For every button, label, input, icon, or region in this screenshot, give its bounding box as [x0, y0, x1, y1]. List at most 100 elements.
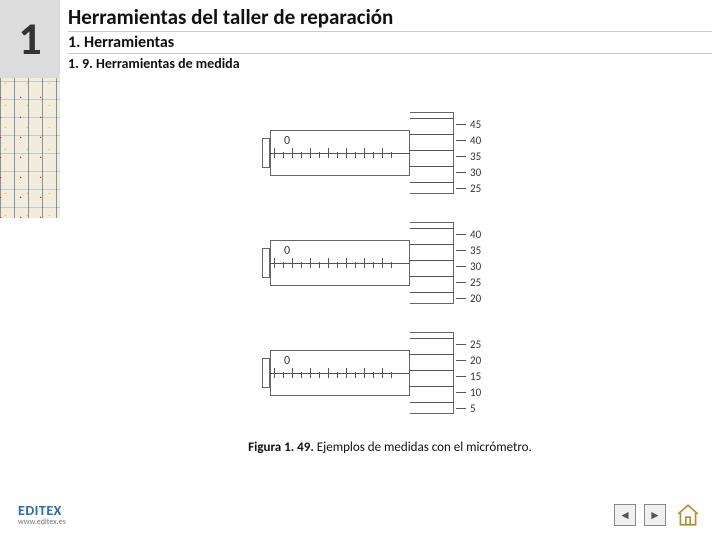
- thimble-tick: [456, 124, 466, 125]
- sleeve-tick: [337, 372, 338, 378]
- sleeve-tick: [292, 258, 293, 268]
- thimble-grad-line: [410, 338, 454, 339]
- thimble-grad-line: [410, 244, 454, 245]
- sleeve-tick: [310, 258, 311, 268]
- thimble-grad-line: [410, 292, 454, 293]
- thimble-tick-row: 20: [456, 292, 496, 305]
- thimble-grad-line: [410, 150, 454, 151]
- thimble-grad-line: [410, 260, 454, 261]
- sleeve-tick: [355, 262, 356, 268]
- thimble-scale: 25 20 15 10 5: [456, 332, 492, 414]
- thimble-tick: [456, 408, 466, 409]
- sleeve-tick: [328, 368, 329, 378]
- sleeve-tick: [346, 368, 347, 378]
- thimble-tick-row: 25: [456, 338, 496, 351]
- thimble-tick-label: 25: [470, 276, 481, 289]
- sleeve-tick: [373, 262, 374, 268]
- thimble-tick-row: 25: [456, 182, 496, 195]
- sleeve-tick: [364, 258, 365, 268]
- sleeve-tick: [382, 258, 383, 268]
- thimble-tick: [456, 266, 466, 267]
- thimble-tick: [456, 156, 466, 157]
- sleeve-tick: [274, 148, 275, 158]
- thimble-grad-line: [410, 386, 454, 387]
- sleeve-tick: [355, 152, 356, 158]
- thimble-tick-row: 35: [456, 244, 496, 257]
- thimble-tick-row: 45: [456, 118, 496, 131]
- micrometer-figures: 04540353025040353025200252015105: [240, 98, 540, 428]
- footer: EDITEX www.editex.es ◄ ►: [0, 496, 720, 534]
- sleeve-tick: [274, 258, 275, 268]
- sleeve-tick: [346, 258, 347, 268]
- sleeve-tick: [319, 152, 320, 158]
- sleeve-tick: [373, 152, 374, 158]
- sleeve-tick: [382, 368, 383, 378]
- prev-button[interactable]: ◄: [614, 504, 636, 526]
- sleeve-tick: [391, 262, 392, 268]
- thimble-tick-row: 40: [456, 134, 496, 147]
- sleeve-tick: [328, 258, 329, 268]
- thimble-tick-label: 20: [470, 292, 481, 305]
- thimble-tick: [456, 250, 466, 251]
- thimble-tick-row: 30: [456, 166, 496, 179]
- thimble-tick: [456, 344, 466, 345]
- thimble-tick-label: 30: [470, 166, 481, 179]
- thimble-grad-line: [410, 370, 454, 371]
- sleeve-tick: [382, 148, 383, 158]
- sleeve-tick: [301, 372, 302, 378]
- thimble-tick-label: 20: [470, 354, 481, 367]
- figure-wrap: 04540353025040353025200252015105 Figura …: [240, 98, 540, 455]
- sleeve-tick: [283, 152, 284, 158]
- content-area: 04540353025040353025200252015105 Figura …: [60, 78, 720, 490]
- thimble-grad-line: [410, 276, 454, 277]
- sleeve-tick: [391, 372, 392, 378]
- sleeve-tick: [310, 368, 311, 378]
- thimble-tick-label: 45: [470, 118, 481, 131]
- sleeve-tick: [292, 368, 293, 378]
- sleeve-tick: [391, 152, 392, 158]
- thimble-tick-label: 25: [470, 338, 481, 351]
- sleeve-cap: [262, 358, 270, 388]
- thimble-grad-line: [410, 402, 454, 403]
- thimble-tick-label: 40: [470, 134, 481, 147]
- sleeve-ticks: [274, 148, 406, 158]
- thimble-tick: [456, 360, 466, 361]
- sleeve-cap: [262, 138, 270, 168]
- home-icon: [675, 502, 701, 528]
- thimble-grad-line: [410, 166, 454, 167]
- sleeve-tick: [274, 368, 275, 378]
- section-title: 1. Herramientas: [68, 32, 712, 54]
- tools-collage-image: [0, 78, 60, 218]
- thimble-tick-label: 10: [470, 386, 481, 399]
- micrometer-example: 0252015105: [260, 318, 520, 428]
- thimble-tick-row: 25: [456, 276, 496, 289]
- home-button[interactable]: [674, 501, 702, 529]
- sleeve-tick: [301, 262, 302, 268]
- thimble-scale: 4035302520: [456, 222, 492, 304]
- next-button[interactable]: ►: [644, 504, 666, 526]
- sidebar-photo: [0, 78, 60, 218]
- thimble-tick: [456, 172, 466, 173]
- thimble-tick: [456, 376, 466, 377]
- thimble-tick: [456, 392, 466, 393]
- thimble-tick-label: 5: [470, 402, 476, 415]
- caption-number: Figura 1. 49.: [248, 440, 314, 455]
- thimble-tick-label: 15: [470, 370, 481, 383]
- sleeve-tick: [355, 372, 356, 378]
- sleeve-tick: [292, 148, 293, 158]
- title-stack: Herramientas del taller de reparación 1.…: [60, 0, 720, 78]
- figure-caption: Figura 1. 49. Ejemplos de medidas con el…: [240, 440, 540, 455]
- thimble-grad-line: [410, 182, 454, 183]
- thimble-grad-line: [410, 228, 454, 229]
- subsection-title: 1. 9. Herramientas de medida: [68, 54, 712, 72]
- sleeve-zero-label: 0: [284, 244, 290, 258]
- sleeve-tick: [364, 148, 365, 158]
- sleeve-tick: [328, 148, 329, 158]
- publisher-logo: EDITEX www.editex.es: [18, 504, 66, 526]
- thimble-tick-label: 40: [470, 228, 481, 241]
- thimble-tick: [456, 188, 466, 189]
- thimble-tick-row: 15: [456, 370, 496, 383]
- thimble-scale: 4540353025: [456, 112, 492, 194]
- thimble-tick-row: 40: [456, 228, 496, 241]
- publisher-url: www.editex.es: [18, 518, 66, 526]
